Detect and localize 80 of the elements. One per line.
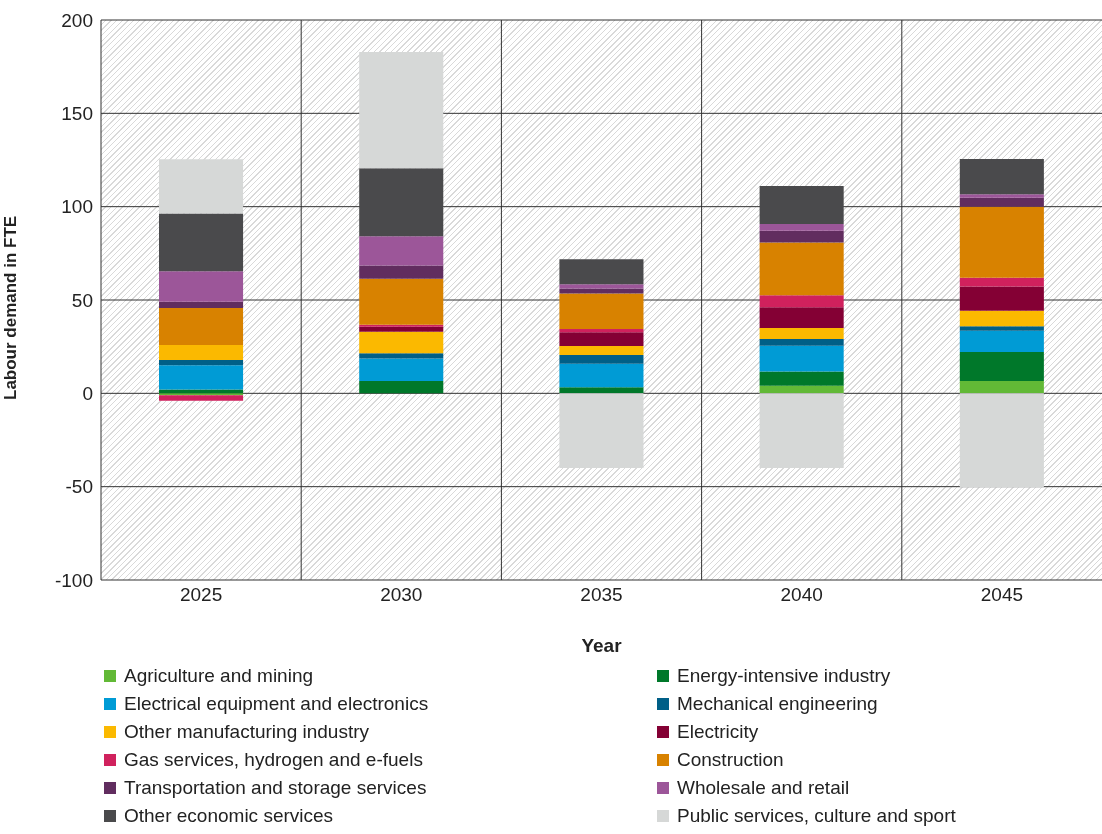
bar (159, 271, 244, 302)
y-tick-label: 100 (61, 196, 93, 218)
y-tick-label: -50 (65, 476, 93, 498)
bar (359, 326, 444, 332)
legend-label: Public services, culture and sport (677, 805, 956, 827)
bar (559, 288, 644, 294)
bar (359, 51, 444, 169)
bar (959, 206, 1044, 278)
bar (559, 284, 644, 289)
legend-label: Agriculture and mining (124, 665, 314, 687)
bar (759, 385, 844, 394)
legend-label: Gas services, hydrogen and e-fuels (124, 749, 423, 771)
bar (559, 259, 644, 285)
x-axis-title: Year (581, 635, 623, 656)
bar (559, 393, 644, 468)
bar (959, 197, 1044, 207)
bar (759, 345, 844, 372)
bar (359, 278, 444, 325)
bar (759, 224, 844, 231)
legend-label: Electricity (677, 721, 759, 743)
bar (759, 242, 844, 296)
bar (959, 393, 1044, 488)
bar (559, 346, 644, 356)
bar (159, 360, 244, 366)
x-tick-label: 2045 (980, 584, 1024, 606)
bar (359, 265, 444, 279)
bar (559, 387, 644, 394)
legend-label: Construction (677, 749, 784, 771)
x-tick-label: 2025 (179, 584, 223, 606)
bar (159, 213, 244, 272)
bar (759, 371, 844, 386)
bar (959, 352, 1044, 382)
bar (759, 328, 844, 340)
x-tick-label: 2040 (780, 584, 823, 606)
legend-label: Wholesale and retail (677, 777, 850, 799)
legend-label: Other economic services (124, 805, 334, 827)
bar (359, 381, 444, 394)
bar (159, 344, 244, 361)
bar (959, 277, 1044, 287)
y-tick-label: 0 (82, 383, 93, 405)
bar (159, 301, 244, 309)
x-tick-label: 2030 (380, 584, 423, 606)
bar (759, 339, 844, 346)
bar (559, 363, 644, 388)
y-axis-title: Labour demand in FTE (1, 215, 21, 400)
bar (759, 295, 844, 308)
bar (159, 159, 244, 214)
bar (759, 307, 844, 328)
bar (559, 293, 644, 329)
bar (759, 230, 844, 243)
bar (759, 185, 844, 225)
bar (559, 332, 644, 347)
legend-label: Transportation and storage services (124, 777, 427, 799)
y-tick-label: 150 (61, 103, 93, 125)
bar (359, 168, 444, 237)
bar (359, 331, 444, 354)
bar (959, 286, 1044, 311)
bar (759, 393, 844, 468)
bar (559, 355, 644, 364)
y-tick-label: 200 (61, 9, 93, 31)
y-tick-label: 50 (71, 289, 93, 311)
bar (159, 308, 244, 345)
legend-label: Energy-intensive industry (677, 665, 891, 687)
bar (959, 158, 1044, 195)
bar (959, 310, 1044, 327)
y-tick-label: -100 (54, 569, 93, 591)
bar (159, 365, 244, 390)
bar (959, 381, 1044, 394)
bar (359, 358, 444, 382)
legend-label: Other manufacturing industry (124, 721, 370, 743)
bar (359, 324, 444, 327)
bar (959, 330, 1044, 353)
legend-label: Electrical equipment and electronics (124, 693, 429, 715)
bar (959, 326, 1044, 331)
bar (959, 194, 1044, 198)
x-tick-label: 2035 (580, 584, 623, 606)
bar (359, 236, 444, 266)
bar (159, 395, 244, 401)
bar (359, 353, 444, 359)
legend-label: Mechanical engineering (677, 693, 878, 715)
